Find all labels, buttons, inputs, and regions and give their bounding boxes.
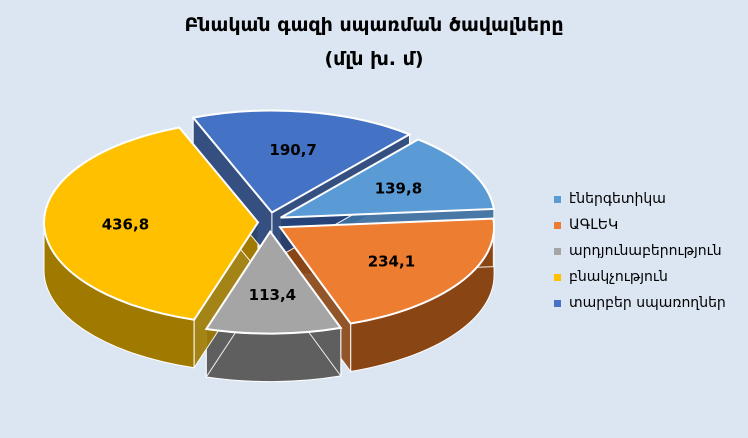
chart-title: Բնական գազի սպառման ծավալները <box>184 14 564 36</box>
legend-swatch-3 <box>554 273 561 281</box>
data-label-4: 190,7 <box>269 141 316 159</box>
data-label-1: 234,1 <box>368 253 415 271</box>
legend-item-2: արդյունաբերություն <box>554 238 726 264</box>
data-label-0: 139,8 <box>375 179 422 197</box>
legend-label-1: ԱԳԼԵԿ <box>569 217 619 233</box>
pie-slice-4 <box>191 109 412 214</box>
legend-swatch-1 <box>554 221 561 229</box>
legend-label-0: էներգետիկա <box>569 191 666 207</box>
pie-slice-2 <box>204 229 343 335</box>
legend-swatch-2 <box>554 247 561 255</box>
legend-item-3: բնակչություն <box>554 264 726 290</box>
data-label-2: 113,4 <box>249 286 296 304</box>
legend-swatch-4 <box>554 299 561 307</box>
legend: էներգետիկա ԱԳԼԵԿ արդյունաբերություն բնակչու… <box>554 186 726 316</box>
legend-label-3: բնակչություն <box>569 269 668 285</box>
data-label-3: 436,8 <box>102 216 149 234</box>
legend-item-0: էներգետիկա <box>554 186 726 212</box>
pie-slice-0 <box>280 138 496 219</box>
pie-slice-3 <box>43 126 260 321</box>
legend-item-4: տարբեր սպառողներ <box>554 290 726 316</box>
legend-label-4: տարբեր սպառողներ <box>569 295 726 311</box>
pie-slice-1 <box>278 217 496 325</box>
legend-swatch-0 <box>554 195 561 203</box>
legend-label-2: արդյունաբերություն <box>569 243 722 259</box>
chart-subtitle: (մլն խ. մ) <box>324 48 424 70</box>
legend-item-1: ԱԳԼԵԿ <box>554 212 726 238</box>
